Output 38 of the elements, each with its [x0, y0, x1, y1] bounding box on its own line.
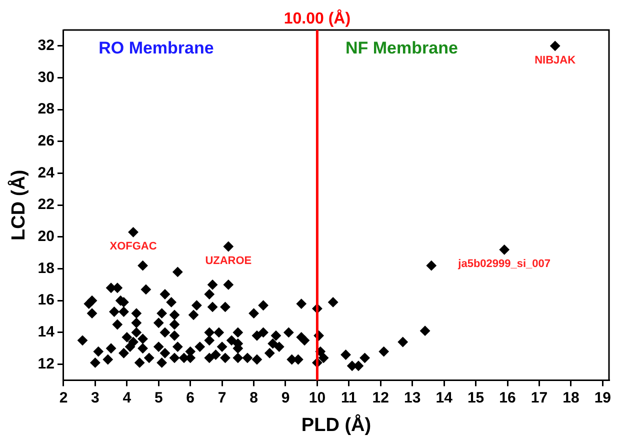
x-tick-label: 12	[372, 389, 389, 406]
y-tick-label: 24	[38, 164, 56, 182]
ref-line-label: 10.00 (Å)	[284, 8, 351, 28]
x-tick-label: 19	[594, 389, 611, 406]
y-tick-label: 32	[38, 37, 54, 54]
x-tick-label: 7	[218, 389, 226, 406]
y-tick-label: 12	[38, 355, 54, 372]
x-tick-label: 14	[436, 389, 454, 406]
x-tick-label: 13	[404, 389, 421, 406]
annotation: NF Membrane	[345, 38, 458, 58]
y-tick-label: 18	[38, 260, 54, 277]
y-tick-label: 22	[38, 196, 54, 214]
annotation: RO Membrane	[98, 38, 214, 58]
y-tick-label: 20	[38, 228, 54, 246]
y-tick-label: 30	[38, 68, 54, 86]
x-tick-label: 5	[154, 389, 163, 406]
y-tick-label: 14	[38, 324, 56, 341]
x-tick-label: 17	[530, 389, 548, 406]
y-tick-label: 26	[38, 132, 54, 150]
x-tick-label: 15	[467, 389, 484, 406]
x-tick-label: 4	[122, 389, 132, 406]
annotation: XOFGAC	[110, 240, 157, 253]
x-tick-label: 2	[59, 389, 68, 406]
x-tick-label: 10	[308, 389, 326, 406]
x-tick-label: 9	[281, 389, 290, 406]
y-tick-label: 16	[38, 292, 54, 309]
y-axis-title: LCD (Å)	[8, 170, 30, 240]
annotation: ja5b02999_si_007	[457, 258, 551, 270]
x-tick-label: 11	[341, 389, 357, 406]
y-tick-label: 28	[38, 100, 54, 118]
x-axis-title: PLD (Å)	[301, 414, 372, 436]
x-tick-label: 3	[91, 389, 100, 406]
annotation: UZAROE	[205, 255, 252, 268]
x-tick-label: 18	[562, 389, 580, 406]
x-tick-label: 8	[250, 389, 258, 406]
x-tick-label: 16	[499, 389, 516, 406]
annotation: NIBJAK	[534, 54, 576, 66]
x-tick-label: 6	[186, 389, 195, 406]
